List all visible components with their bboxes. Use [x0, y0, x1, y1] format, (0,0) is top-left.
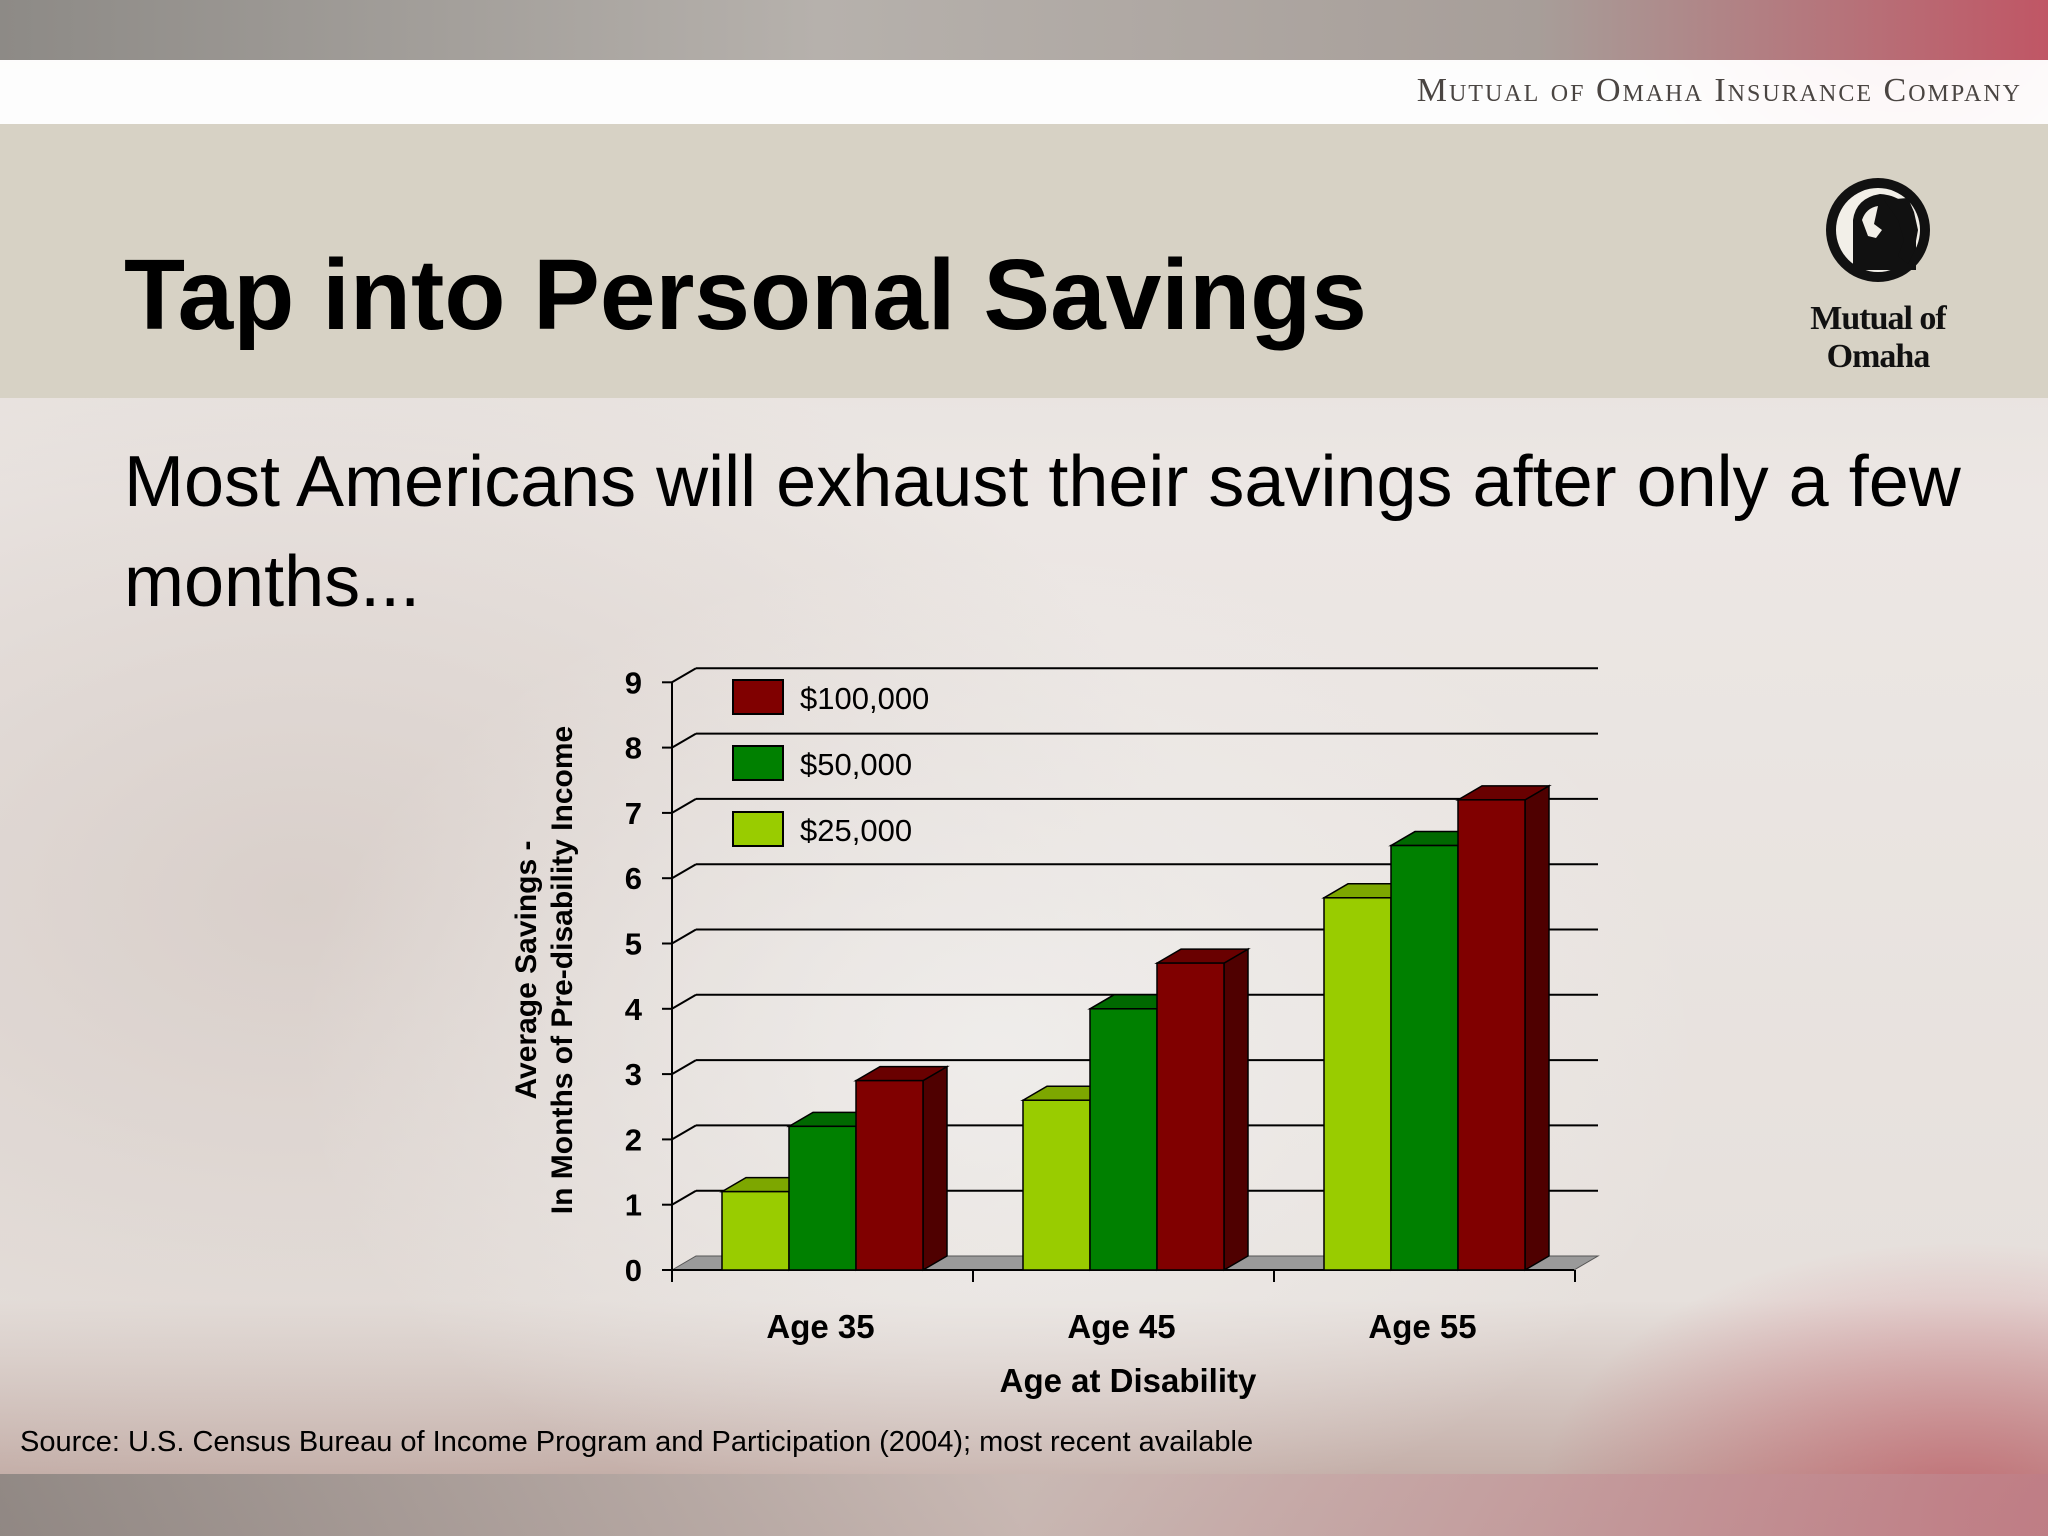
title-band [0, 124, 2048, 398]
slide-subtitle: Most Americans will exhaust their saving… [124, 442, 1961, 622]
y-tick-label: 3 [625, 1057, 642, 1092]
y-tick-label: 9 [625, 665, 642, 700]
bar [1455, 784, 1552, 1272]
y-tick-label: 0 [625, 1253, 642, 1288]
legend-label: $50,000 [800, 747, 912, 782]
bar-side [1223, 947, 1249, 1272]
y-tick-label: 5 [625, 927, 642, 962]
gridline-depth [671, 798, 697, 814]
legend-swatch [732, 679, 784, 715]
company-logo-icon [1826, 178, 1930, 282]
gridline-depth [671, 1124, 697, 1141]
source-note: Source: U.S. Census Bureau of Income Pro… [20, 1426, 1254, 1458]
bar-front [721, 1190, 790, 1271]
legend: $100,000 $50,000 $25,000 [732, 679, 929, 848]
y-tick-label: 2 [625, 1122, 642, 1157]
legend-label: $100,000 [800, 681, 929, 716]
legend-swatch [732, 745, 784, 781]
top-photo-strip [0, 0, 2048, 60]
gridline-depth [671, 1189, 697, 1206]
bar-side [922, 1065, 948, 1272]
bar-front [1323, 897, 1392, 1271]
y-tick-label: 4 [625, 992, 643, 1027]
gridline-depth [671, 667, 697, 684]
page-title: Tap into Personal Savings [124, 239, 1367, 351]
x-tick-label: Age 45 [1067, 1308, 1175, 1345]
bottom-photo-strip [0, 1474, 2048, 1536]
bar-front [1390, 844, 1459, 1271]
company-name: Mutual of Omaha Insurance Company [1416, 72, 2022, 109]
x-axis-label: Age at Disability [1000, 1362, 1257, 1399]
gridline-depth [671, 732, 697, 749]
y-axis-label-line-2: In Months of Pre-disability Income [546, 726, 579, 1214]
legend-label: $25,000 [800, 813, 912, 848]
gridline-depth [671, 863, 697, 880]
chart-axes: 0 1 2 3 4 5 6 7 8 9 Age 35 Age 45 Age 55 [625, 665, 1576, 1345]
bar-front [1089, 1008, 1158, 1271]
x-tick-label: Age 55 [1368, 1308, 1476, 1345]
gridline-depth [671, 928, 697, 945]
y-tick-label: 8 [625, 731, 642, 766]
y-tick-label: 1 [625, 1188, 642, 1223]
bar [1154, 947, 1251, 1272]
bars [719, 784, 1552, 1272]
bar-front [1156, 962, 1225, 1271]
header-bar [0, 60, 2048, 124]
gridline-depth [671, 1059, 697, 1075]
y-axis-label-line-1: Average Savings - [510, 841, 543, 1100]
bar [853, 1065, 950, 1272]
legend-swatch [732, 811, 784, 847]
bar-front [1022, 1099, 1091, 1271]
y-tick-label: 7 [625, 796, 642, 831]
logo-wordmark: Mutual of Omaha [1810, 300, 1947, 375]
x-tick-label: Age 35 [766, 1308, 874, 1345]
bar-side [1524, 784, 1550, 1272]
y-tick-label: 6 [625, 861, 642, 896]
bar-front [1457, 799, 1526, 1271]
gridline-depth [671, 993, 697, 1010]
bar-front [855, 1079, 924, 1271]
bar-front [788, 1125, 857, 1271]
